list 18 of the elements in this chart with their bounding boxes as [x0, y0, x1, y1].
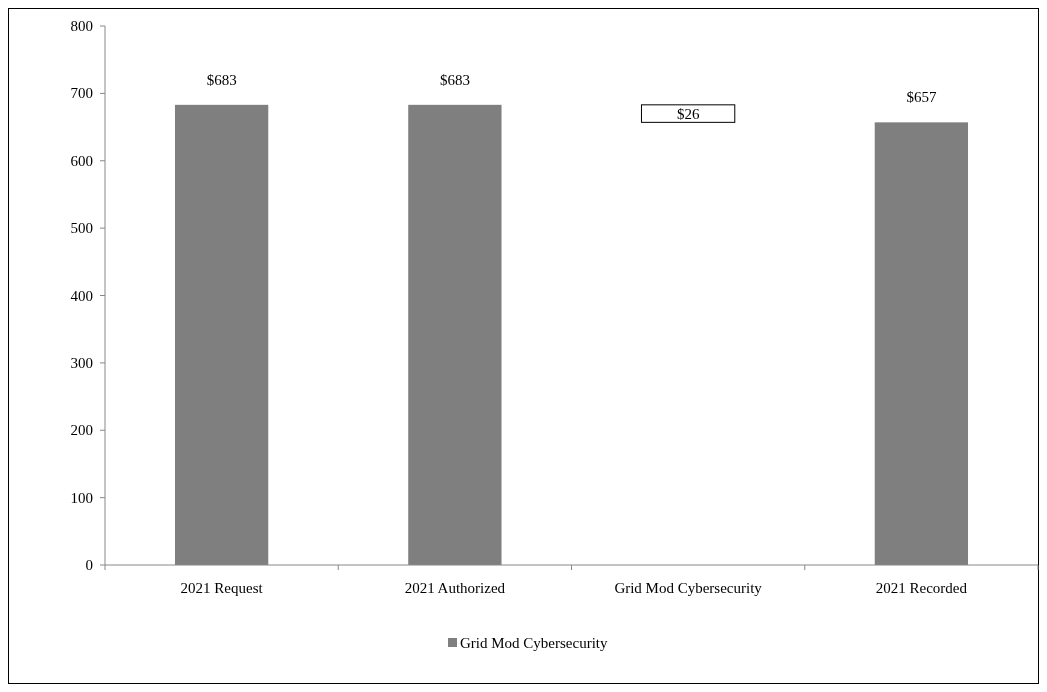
data-label: $26 — [676, 105, 700, 122]
y-tick-label: 0 — [85, 557, 93, 573]
y-tick-label: 600 — [70, 152, 93, 169]
x-tick-label: Grid Mod Cybersecurity — [614, 580, 763, 596]
y-tick-label: 500 — [70, 220, 93, 237]
y-tick-label: 100 — [70, 489, 93, 506]
y-tick-label: 400 — [70, 287, 93, 304]
y-tick-label: 700 — [70, 85, 93, 102]
x-tick-label: 2021 Recorded — [875, 580, 968, 596]
x-tick-label: 2021 Authorized — [404, 580, 506, 596]
data-label: $683 — [439, 71, 470, 88]
x-tick-label: 2021 Request — [180, 580, 264, 596]
y-tick-label: 200 — [70, 422, 93, 439]
data-label: $657 — [906, 89, 937, 106]
legend-label: Grid Mod Cybersecurity — [460, 635, 608, 651]
data-label: $683 — [206, 71, 237, 88]
y-tick-label: 800 — [70, 18, 93, 34]
y-tick-label: 300 — [70, 354, 93, 371]
